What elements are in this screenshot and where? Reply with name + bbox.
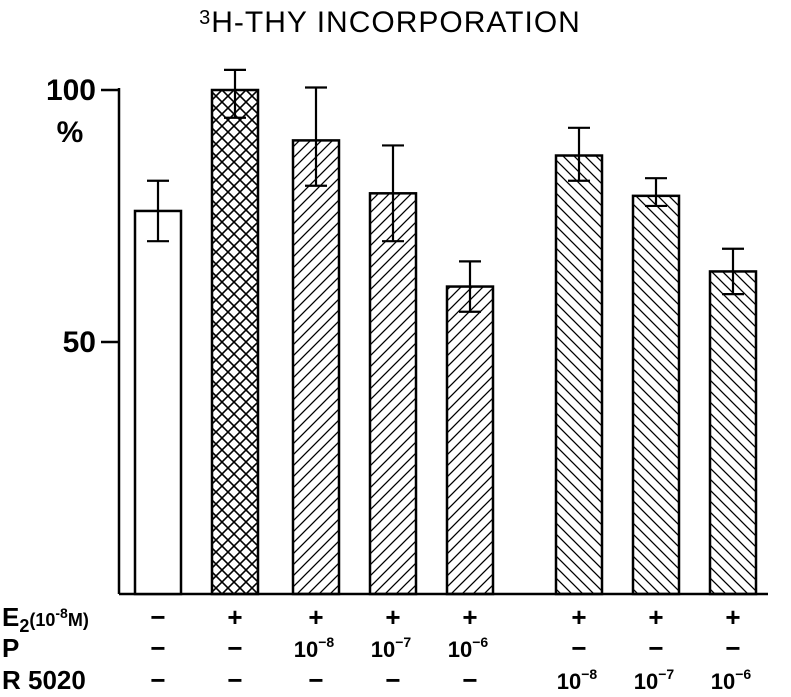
row-label: E2(10-8M) <box>2 602 89 636</box>
bar <box>554 154 604 596</box>
table-cell: − <box>571 633 586 663</box>
table-cell: − <box>150 633 165 663</box>
y-axis-label: % <box>57 116 84 149</box>
bar <box>368 192 418 596</box>
table-cell: 10−7 <box>371 634 412 662</box>
table-cell: + <box>462 602 477 632</box>
bar <box>291 139 341 596</box>
table-cell: − <box>150 602 165 632</box>
error-bar <box>459 260 481 313</box>
table-cell: 10−6 <box>711 666 752 694</box>
table-cell: + <box>725 602 740 632</box>
table-cell: + <box>571 602 586 632</box>
table-cell: 10−8 <box>557 666 598 694</box>
table-cell: − <box>308 665 323 695</box>
chart-title: 3H-THY INCORPORATION <box>199 6 581 39</box>
error-bar <box>645 177 667 208</box>
table-cell: 10−6 <box>448 634 489 662</box>
error-bar <box>568 126 590 182</box>
bar <box>445 285 495 596</box>
table-cell: − <box>462 665 477 695</box>
table-cell: 10−7 <box>634 666 675 694</box>
table-cell: + <box>385 602 400 632</box>
y-tick-label: 50 <box>63 326 96 359</box>
table-cell: + <box>648 602 663 632</box>
table-cell: 10−8 <box>294 634 335 662</box>
row-label: R 5020 <box>2 665 86 695</box>
table-cell: − <box>150 665 165 695</box>
error-bar <box>147 179 169 243</box>
bar <box>631 194 681 596</box>
bar <box>210 88 260 596</box>
table-cell: − <box>227 665 242 695</box>
row-label: P <box>2 633 19 663</box>
table-cell: + <box>227 602 242 632</box>
bar <box>133 209 183 596</box>
y-tick-label: 100 <box>46 74 96 107</box>
table-cell: − <box>227 633 242 663</box>
bar <box>708 270 758 596</box>
error-bar <box>305 86 327 187</box>
error-bar <box>382 144 404 243</box>
table-cell: − <box>648 633 663 663</box>
table-cell: − <box>385 665 400 695</box>
table-cell: + <box>308 602 323 632</box>
error-bar <box>224 68 246 119</box>
error-bar <box>722 247 744 296</box>
table-cell: − <box>725 633 740 663</box>
